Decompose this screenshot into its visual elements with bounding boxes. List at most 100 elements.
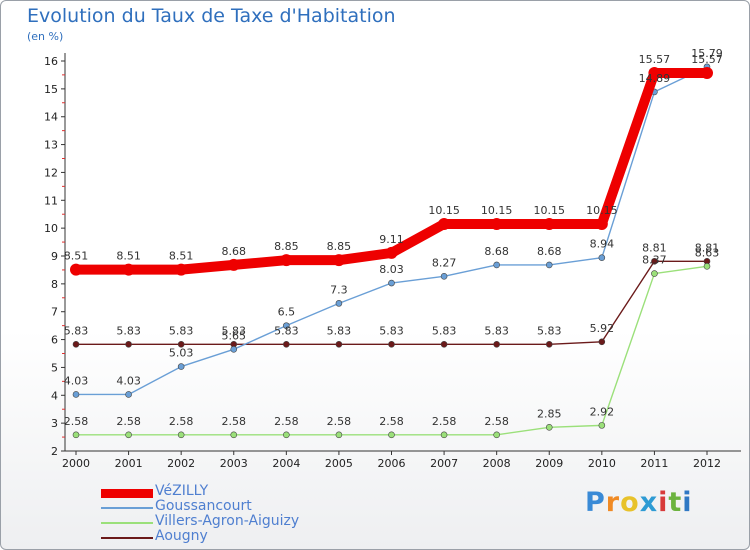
data-label-aougny: 5.83 — [327, 324, 352, 337]
data-point-villers-agron-aiguizy — [440, 431, 448, 439]
data-label-aougny: 5.83 — [537, 324, 562, 337]
data-point-aougny — [651, 257, 658, 265]
y-tick-label: 15 — [44, 83, 58, 96]
x-tick-label: 2011 — [640, 457, 668, 470]
legend-label: VéZILLY — [155, 483, 209, 499]
data-point-aougny — [335, 341, 343, 348]
x-tick-label: 2007 — [430, 457, 458, 470]
data-label-v-zilly: 8.85 — [274, 240, 299, 253]
x-tick-label: 2012 — [693, 457, 721, 470]
data-label-villers-agron-aiguizy: 2.58 — [116, 415, 141, 428]
y-tick-label: 8 — [51, 278, 58, 291]
data-point-villers-agron-aiguizy — [335, 431, 343, 439]
legend-label: Aougny — [155, 528, 208, 544]
data-label-goussancourt: 8.03 — [379, 263, 404, 276]
data-point-aougny — [177, 341, 185, 348]
y-tick-label: 16 — [44, 55, 58, 68]
data-point-goussancourt — [545, 261, 553, 269]
data-label-goussancourt: 5.65 — [222, 329, 247, 342]
data-point-goussancourt — [598, 254, 606, 261]
legend-label: Villers-Agron-Aiguizy — [155, 513, 300, 529]
data-point-villers-agron-aiguizy — [125, 431, 132, 439]
data-point-v-zilly — [227, 258, 240, 271]
legend-swatch — [101, 488, 153, 498]
legend-label: Goussancourt — [155, 498, 252, 514]
chart-subtitle: (en %) — [27, 30, 64, 43]
data-point-aougny — [72, 341, 80, 348]
data-label-aougny: 5.83 — [64, 324, 89, 337]
data-label-villers-agron-aiguizy: 2.58 — [379, 415, 404, 428]
data-point-goussancourt — [335, 300, 343, 307]
data-label-aougny: 5.83 — [274, 324, 299, 337]
data-point-villers-agron-aiguizy — [703, 263, 711, 270]
logo-letter: r — [605, 487, 621, 518]
data-point-goussancourt — [388, 279, 395, 287]
data-label-v-zilly: 8.68 — [222, 245, 247, 258]
data-point-aougny — [493, 341, 500, 348]
y-tick-label: 7 — [51, 306, 58, 319]
data-label-villers-agron-aiguizy: 2.58 — [222, 415, 247, 428]
data-label-goussancourt: 7.3 — [330, 283, 348, 296]
logo-letter: i — [658, 487, 669, 518]
x-tick-label: 2000 — [62, 457, 90, 470]
data-point-v-zilly — [701, 66, 713, 79]
data-point-v-zilly — [595, 217, 608, 230]
data-label-aougny: 5.83 — [116, 324, 141, 337]
data-label-v-zilly: 10.15 — [586, 204, 618, 217]
data-label-v-zilly: 8.51 — [116, 250, 141, 263]
data-label-villers-agron-aiguizy: 2.58 — [327, 415, 352, 428]
x-tick-label: 2009 — [535, 457, 563, 470]
data-label-villers-agron-aiguizy: 2.58 — [484, 415, 509, 428]
data-point-villers-agron-aiguizy — [388, 431, 395, 439]
y-tick-label: 10 — [44, 222, 58, 235]
proxiti-logo: Proxiti — [585, 487, 693, 518]
data-label-v-zilly: 8.51 — [169, 250, 194, 263]
data-point-v-zilly — [70, 263, 82, 276]
data-label-aougny: 5.83 — [169, 324, 194, 337]
data-point-villers-agron-aiguizy — [493, 431, 500, 439]
data-label-villers-agron-aiguizy: 8.63 — [695, 246, 720, 259]
chart-series — [70, 63, 713, 439]
x-tick-label: 2001 — [115, 457, 143, 470]
data-point-goussancourt — [440, 273, 448, 280]
data-label-villers-agron-aiguizy: 2.85 — [537, 407, 562, 420]
data-point-goussancourt — [283, 322, 290, 329]
data-point-aougny — [388, 341, 395, 348]
data-label-v-zilly: 10.15 — [534, 204, 566, 217]
data-point-goussancourt — [125, 391, 132, 398]
x-tick-label: 2004 — [272, 457, 300, 470]
data-point-v-zilly — [438, 217, 451, 230]
data-point-villers-agron-aiguizy — [230, 431, 238, 439]
x-tick-label: 2005 — [325, 457, 353, 470]
data-point-v-zilly — [648, 66, 661, 79]
data-label-goussancourt: 8.68 — [537, 245, 562, 258]
data-point-villers-agron-aiguizy — [545, 424, 553, 431]
data-point-v-zilly — [490, 217, 503, 230]
legend-swatch — [101, 537, 153, 539]
y-tick-label: 9 — [51, 250, 58, 263]
data-point-goussancourt — [493, 261, 500, 269]
y-tick-label: 4 — [51, 389, 58, 402]
data-point-v-zilly — [385, 246, 398, 259]
data-label-goussancourt: 5.03 — [169, 347, 194, 360]
chart-title: Evolution du Taux de Taxe d'Habitation — [27, 5, 396, 27]
data-label-v-zilly: 9.11 — [379, 233, 404, 246]
x-tick-label: 2003 — [220, 457, 248, 470]
chart-axes: 2 3 4 5 6 7 8 9 10 11 12 13 14 15 16 2000 2001 2002 2003 20… — [44, 53, 741, 470]
x-tick-label: 2006 — [378, 457, 406, 470]
legend-swatch — [101, 522, 153, 524]
data-label-villers-agron-aiguizy: 8.37 — [642, 254, 667, 267]
y-tick-label: 6 — [51, 334, 58, 347]
data-point-aougny — [283, 341, 290, 348]
data-point-v-zilly — [543, 217, 556, 230]
y-tick-label: 2 — [51, 445, 58, 458]
chart-data-labels: 5.83 5.83 5.83 5.83 5.83 5.83 5.83 5.83 5.83 5.83… — [64, 47, 723, 428]
logo-letter: i — [682, 487, 693, 518]
x-tick-label: 2010 — [588, 457, 616, 470]
data-label-goussancourt: 4.03 — [116, 374, 141, 387]
data-label-villers-agron-aiguizy: 2.58 — [274, 415, 299, 428]
data-point-villers-agron-aiguizy — [651, 270, 658, 277]
y-tick-label: 11 — [44, 194, 58, 207]
data-label-villers-agron-aiguizy: 2.58 — [432, 415, 457, 428]
data-label-v-zilly: 10.15 — [481, 204, 513, 217]
